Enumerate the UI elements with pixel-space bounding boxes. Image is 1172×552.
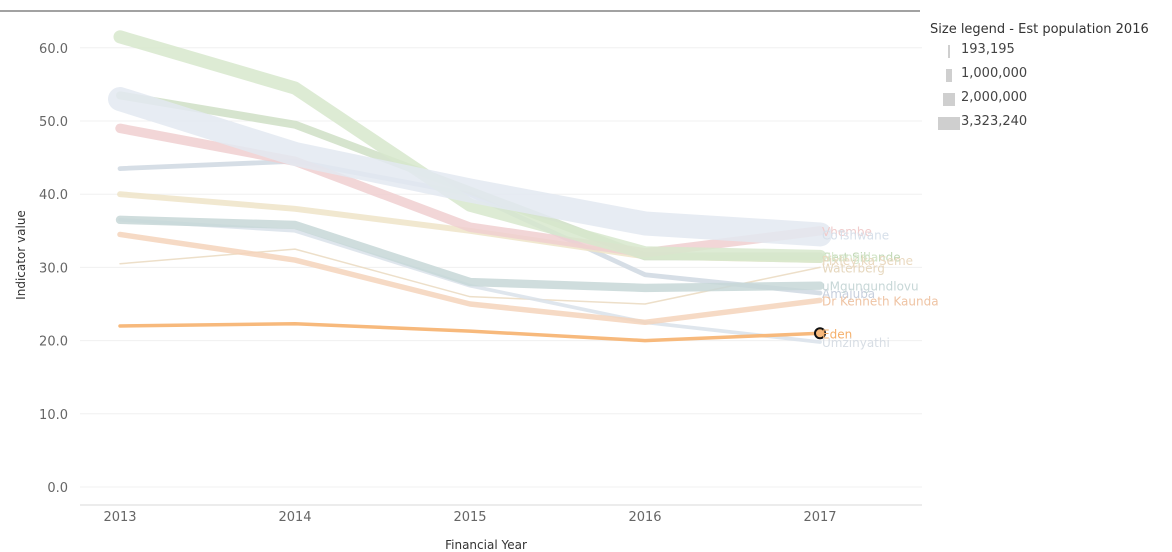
series-end-label: Vhembe bbox=[822, 225, 872, 239]
legend-item: 1,000,000 bbox=[930, 64, 1170, 88]
series-end-label: Dr Kenneth Kaunda bbox=[822, 294, 939, 308]
series-end-label: uMgungundlovu bbox=[822, 280, 919, 294]
series-end-label: Umzinyathi bbox=[822, 336, 890, 350]
legend-title: Size legend - Est population 2016 bbox=[930, 22, 1149, 37]
legend-item: 3,323,240 bbox=[930, 112, 1170, 136]
y-tick-label: 10.0 bbox=[39, 408, 68, 423]
y-tick-label: 0.0 bbox=[47, 481, 68, 496]
x-tick-label: 2016 bbox=[628, 510, 661, 525]
series-end-label: Nkangala bbox=[822, 250, 878, 264]
series-end-label: Waterberg bbox=[822, 261, 885, 275]
series-end-label: CoTshwane bbox=[822, 228, 889, 242]
y-axis-title: Indicator value bbox=[14, 210, 28, 300]
series-line bbox=[115, 215, 825, 293]
y-tick-label: 50.0 bbox=[39, 115, 68, 130]
x-axis-title: Financial Year bbox=[445, 538, 527, 552]
y-tick-label: 30.0 bbox=[39, 261, 68, 276]
legend-label: 3,323,240 bbox=[961, 114, 1028, 129]
series-end-label: Pixley ka Seme bbox=[822, 254, 913, 268]
series-line bbox=[118, 322, 822, 343]
legend-item: 2,000,000 bbox=[930, 88, 1170, 112]
y-tick-label: 60.0 bbox=[39, 42, 68, 57]
x-tick-label: 2013 bbox=[103, 510, 136, 525]
legend-label: 193,195 bbox=[961, 42, 1015, 57]
series-line bbox=[115, 123, 825, 258]
series-end-label: Amajuba bbox=[822, 287, 875, 301]
legend-swatch bbox=[943, 93, 955, 106]
series-line bbox=[113, 30, 827, 263]
y-tick-label: 40.0 bbox=[39, 188, 68, 203]
y-tick-label: 20.0 bbox=[39, 335, 68, 350]
series-line bbox=[108, 87, 832, 247]
series-line bbox=[117, 231, 823, 326]
x-tick-label: 2015 bbox=[453, 510, 486, 525]
x-tick-label: 2014 bbox=[278, 510, 311, 525]
x-tick-label: 2017 bbox=[803, 510, 836, 525]
series-end-label: Gert Sibande bbox=[822, 250, 901, 264]
highlight-point bbox=[814, 327, 826, 340]
legend-swatch bbox=[946, 69, 952, 82]
legend-label: 2,000,000 bbox=[961, 90, 1028, 105]
size-legend: Size legend - Est population 2016 193,19… bbox=[930, 22, 1170, 136]
series-end-label: Eden bbox=[822, 327, 852, 341]
legend-swatch bbox=[948, 45, 950, 58]
legend-label: 1,000,000 bbox=[961, 66, 1028, 81]
legend-item: 193,195 bbox=[930, 40, 1170, 64]
legend-swatch bbox=[938, 117, 960, 130]
